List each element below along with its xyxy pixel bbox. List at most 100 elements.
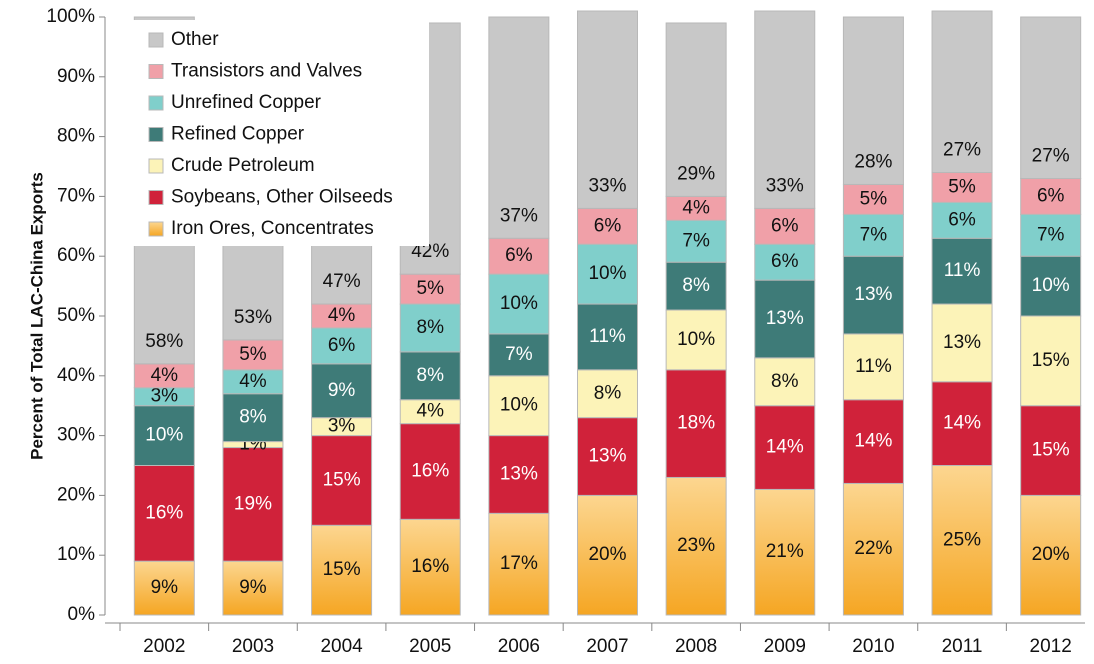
bar-segment <box>133 465 195 562</box>
data-label: 3% <box>151 386 179 407</box>
data-label: 16% <box>411 556 449 577</box>
data-label: 6% <box>771 215 799 236</box>
percent-sign: % <box>344 271 361 292</box>
data-label: 7% <box>1037 224 1065 245</box>
data-label: 7% <box>505 344 533 365</box>
percent-sign: % <box>1053 145 1070 166</box>
bar-segment <box>577 207 638 245</box>
percent-sign: % <box>876 151 893 172</box>
data-label: 8% <box>771 371 799 392</box>
percent-sign: % <box>610 175 627 196</box>
data-label: 10% <box>677 329 715 350</box>
bar-segment <box>488 237 550 275</box>
data-label: 15% <box>1032 440 1070 461</box>
data-label: 9% <box>328 380 356 401</box>
percent-sign: % <box>787 308 804 329</box>
percent-sign: % <box>1048 224 1065 245</box>
bar-segment <box>133 560 195 616</box>
legend-label: Unrefined Copper <box>171 92 322 113</box>
x-tick-label: 2007 <box>586 636 628 657</box>
data-label: 13% <box>588 446 626 467</box>
data-label: 33% <box>766 175 804 196</box>
data-label: 13% <box>500 463 538 484</box>
data-label: 6% <box>948 209 976 230</box>
bar-segment <box>665 309 727 371</box>
data-label: 5% <box>416 278 444 299</box>
y-axis-label: Percent of Total LAC-China Exports <box>27 172 46 460</box>
data-label: 5% <box>860 188 888 209</box>
percent-sign: % <box>964 139 981 160</box>
legend-label: Iron Ores, Concentrates <box>171 218 374 239</box>
data-label: 11% <box>589 326 626 347</box>
data-label: 19% <box>234 493 272 514</box>
bar-segment <box>931 10 993 173</box>
percent-sign: % <box>876 538 893 559</box>
percent-sign: % <box>964 413 981 434</box>
data-label: 15% <box>323 559 361 580</box>
legend-swatch <box>148 127 164 142</box>
bar-segment <box>488 333 550 377</box>
percent-sign: % <box>698 163 715 184</box>
percent-sign: % <box>964 332 981 353</box>
percent-sign: % <box>432 241 449 262</box>
percent-sign: % <box>610 263 627 284</box>
bar-segment <box>577 369 638 419</box>
legend-label: Crude Petroleum <box>171 155 315 176</box>
percent-sign: % <box>521 395 538 416</box>
bar-segment <box>399 351 461 401</box>
y-tick-label: 30% <box>57 425 95 446</box>
percent-sign: % <box>964 529 981 550</box>
x-tick-label: 2006 <box>498 636 540 657</box>
bar-segment <box>842 16 904 185</box>
x-tick-label: 2011 <box>942 636 983 657</box>
legend-label: Refined Copper <box>171 124 305 145</box>
legend-swatch <box>148 32 164 48</box>
data-label: 15% <box>323 469 361 490</box>
y-tick-label: 50% <box>57 305 95 326</box>
data-label: 23% <box>677 535 715 556</box>
data-label: 6% <box>505 245 533 266</box>
data-label: 47% <box>323 271 361 292</box>
bar-segment <box>399 303 461 353</box>
x-tick-label: 2008 <box>675 636 717 657</box>
data-label: 25% <box>943 529 981 550</box>
percent-sign: % <box>432 556 449 577</box>
bar-segment <box>754 488 816 616</box>
percent-sign: % <box>338 380 355 401</box>
percent-sign: % <box>787 437 804 458</box>
percent-sign: % <box>250 344 267 365</box>
data-label: 17% <box>500 553 538 574</box>
percent-sign: % <box>250 371 267 392</box>
percent-sign: % <box>609 326 626 347</box>
data-label: 4% <box>239 371 267 392</box>
percent-sign: % <box>693 275 710 296</box>
data-label: 10% <box>588 263 626 284</box>
percent-sign: % <box>876 284 893 305</box>
data-label: 18% <box>677 413 715 434</box>
percent-sign: % <box>250 407 267 428</box>
data-label: 58% <box>145 331 183 352</box>
data-label: 8% <box>416 365 444 386</box>
percent-sign: % <box>255 307 272 328</box>
percent-sign: % <box>698 329 715 350</box>
bar-segment <box>577 243 638 305</box>
data-label: 27% <box>943 139 981 160</box>
data-label: 9% <box>239 577 267 598</box>
x-tick-label: 2002 <box>143 636 185 657</box>
data-label: 8% <box>594 383 622 404</box>
data-label: 3% <box>328 416 356 437</box>
percent-sign: % <box>516 245 533 266</box>
bar-segment <box>488 16 550 239</box>
bar-segment <box>311 327 373 365</box>
y-tick-label: 80% <box>57 126 95 147</box>
bar-segment <box>1020 405 1082 496</box>
percent-sign: % <box>166 502 183 523</box>
data-label: 4% <box>151 365 179 386</box>
bar-segment <box>311 435 373 526</box>
bar-segment <box>842 255 904 335</box>
bar-segment <box>931 201 993 239</box>
data-label: 9% <box>151 577 179 598</box>
bar-segment <box>665 22 727 197</box>
bar-segment <box>222 447 284 562</box>
percent-sign: % <box>161 577 178 598</box>
